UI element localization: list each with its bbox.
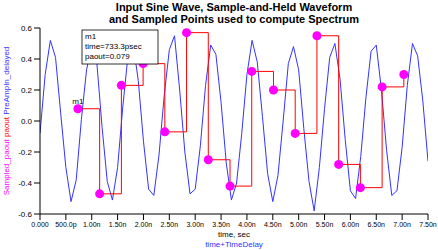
svg-text:and Sampled Points used to com: and Sampled Points used to compute Spect… xyxy=(109,13,359,25)
svg-text:-0.2: -0.2 xyxy=(18,148,32,157)
svg-text:6.50n: 6.50n xyxy=(368,221,386,228)
svg-text:Sampled_paout paout PreAmpIn_d: Sampled_paout paout PreAmpIn_delayed xyxy=(8,47,11,196)
svg-text:m1: m1 xyxy=(72,97,84,106)
svg-text:time=733.3psec: time=733.3psec xyxy=(85,42,142,51)
svg-text:4.50n: 4.50n xyxy=(264,221,282,228)
svg-text:0.6: 0.6 xyxy=(21,24,33,33)
svg-text:4.00n: 4.00n xyxy=(238,221,256,228)
svg-text:2.50n: 2.50n xyxy=(161,221,179,228)
svg-text:6.00n: 6.00n xyxy=(342,221,360,228)
svg-text:3.50n: 3.50n xyxy=(212,221,230,228)
svg-text:1.00n: 1.00n xyxy=(83,221,101,228)
svg-text:-0.4: -0.4 xyxy=(18,179,32,188)
svg-text:-0.6: -0.6 xyxy=(18,210,32,219)
svg-text:5.50n: 5.50n xyxy=(316,221,334,228)
svg-text:5.00n: 5.00n xyxy=(290,221,308,228)
svg-text:0.000: 0.000 xyxy=(31,221,49,228)
svg-text:7.50n: 7.50n xyxy=(419,221,430,228)
svg-text:0.2: 0.2 xyxy=(21,86,33,95)
svg-text:7.00n: 7.00n xyxy=(393,221,411,228)
svg-text:time, sec: time, sec xyxy=(218,230,250,239)
svg-text:time+TimeDelay: time+TimeDelay xyxy=(205,240,263,249)
svg-text:Input Sine Wave, Sample-and-He: Input Sine Wave, Sample-and-Held Wavefor… xyxy=(116,1,353,13)
svg-text:paout=0.079: paout=0.079 xyxy=(85,52,130,61)
svg-text:1.50n: 1.50n xyxy=(109,221,127,228)
svg-text:0.4: 0.4 xyxy=(21,55,33,64)
svg-text:3.00n: 3.00n xyxy=(186,221,204,228)
svg-text:0.0: 0.0 xyxy=(21,117,33,126)
svg-text:500.0p: 500.0p xyxy=(55,221,77,229)
svg-text:m1: m1 xyxy=(85,32,97,41)
svg-text:2.00n: 2.00n xyxy=(135,221,153,228)
